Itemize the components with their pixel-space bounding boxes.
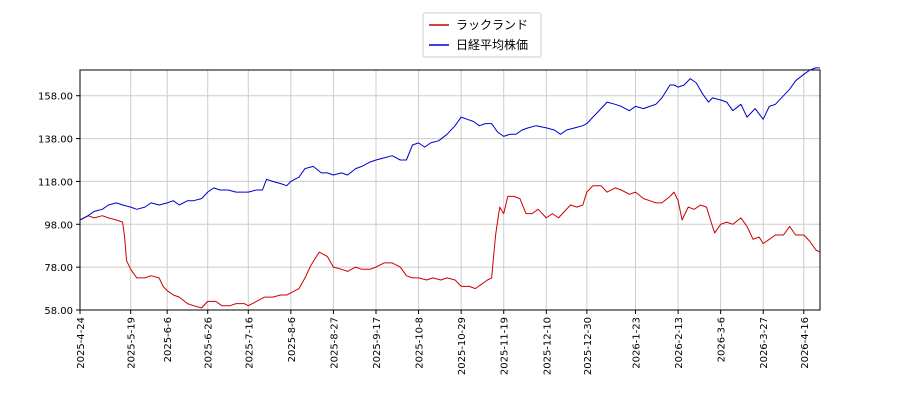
plot-frame: [79, 69, 821, 311]
x-tick-label: 2025-4-24: [76, 317, 87, 369]
x-tick-label: 2025-12-30: [583, 317, 594, 375]
x-tick-label: 2025-11-19: [500, 317, 511, 375]
x-tick-label: 2025-6-6: [163, 317, 174, 362]
x-tick-label: 2025-10-8: [415, 317, 426, 369]
x-tick-label: 2026-4-16: [800, 317, 811, 369]
x-tick-label: 2025-5-19: [127, 317, 138, 369]
legend-label-nikkei: 日経平均株価: [456, 37, 528, 52]
legend: ラックランド 日経平均株価: [422, 12, 542, 58]
y-tick-label: 58.00: [44, 306, 73, 317]
x-axis: 2025-4-24 2025-5-19 2025-6-6 2025-6-26 2025-…: [76, 310, 811, 375]
series-line-rackland: [79, 185, 821, 309]
y-axis: 58.00 78.00 98.00 118.00 138.00 158.00: [38, 92, 80, 317]
x-tick-label: 2026-3-6: [717, 317, 728, 362]
x-tick-label: 2026-3-27: [759, 317, 770, 369]
x-tick-label: 2025-7-16: [244, 317, 255, 369]
x-tick-label: 2025-8-6: [287, 317, 298, 362]
x-tick-label: 2025-6-26: [204, 317, 215, 369]
legend-box: [422, 12, 542, 58]
series-lines: [79, 67, 821, 309]
series-line-nikkei: [79, 67, 820, 221]
y-tick-label: 98.00: [44, 220, 73, 231]
x-tick-label: 2026-1-23: [632, 317, 643, 369]
y-tick-label: 158.00: [38, 92, 73, 103]
y-tick-label: 118.00: [38, 177, 73, 188]
x-tick-label: 2025-8-27: [329, 317, 340, 369]
x-tick-label: 2025-10-29: [457, 317, 468, 375]
x-tick-label: 2025-9-17: [372, 317, 383, 369]
legend-label-rackland: ラックランド: [456, 18, 528, 32]
gridlines: [79, 70, 820, 311]
x-tick-label: 2025-12-10: [542, 317, 553, 375]
y-tick-label: 138.00: [38, 135, 73, 146]
y-tick-label: 78.00: [44, 263, 73, 274]
x-tick-label: 2026-2-13: [674, 317, 685, 369]
